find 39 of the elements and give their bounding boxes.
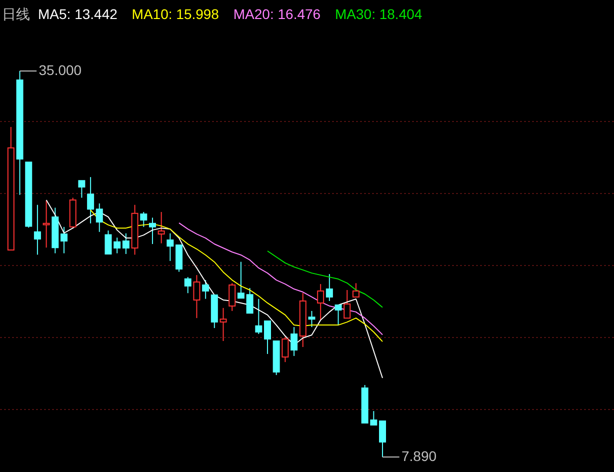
candlestick bbox=[87, 176, 94, 224]
text: 7.890 bbox=[402, 448, 437, 464]
candlestick bbox=[264, 320, 271, 354]
text: MA10: 15.998 bbox=[132, 6, 220, 22]
candlestick bbox=[60, 226, 68, 254]
candlestick bbox=[246, 288, 254, 314]
candlestick bbox=[140, 211, 148, 228]
candlestick bbox=[158, 211, 165, 244]
text: MA30: 18.404 bbox=[335, 6, 422, 22]
candlestick bbox=[326, 274, 333, 302]
candlestick bbox=[114, 237, 121, 254]
text: MA20: 16.476 bbox=[233, 6, 321, 22]
candlestick bbox=[352, 282, 360, 298]
candlestick bbox=[290, 326, 298, 356]
candlestick bbox=[34, 204, 41, 256]
candlestick bbox=[344, 290, 351, 319]
candlestick bbox=[220, 307, 227, 342]
candlestick bbox=[228, 282, 236, 312]
candlestick bbox=[202, 280, 210, 300]
candlestick bbox=[96, 202, 103, 232]
candlestick bbox=[148, 217, 156, 245]
candlestick bbox=[122, 232, 130, 254]
candlestick bbox=[166, 232, 174, 262]
candlestick bbox=[255, 298, 262, 335]
candlestick bbox=[193, 274, 200, 319]
annotation: 35.000 bbox=[38, 62, 82, 78]
candlestick bbox=[237, 261, 244, 299]
candlestick bbox=[184, 276, 192, 294]
candlestick bbox=[317, 284, 324, 321]
candlestick bbox=[308, 310, 316, 328]
candlestick bbox=[104, 230, 112, 254]
candlestick bbox=[334, 304, 342, 326]
chart-title: 日线 bbox=[2, 6, 30, 22]
candlestick bbox=[379, 420, 386, 458]
candlestick bbox=[282, 336, 289, 363]
candlestick bbox=[176, 244, 183, 272]
candlestick bbox=[42, 200, 50, 248]
text: MA5: 13.442 bbox=[38, 6, 118, 22]
candlestick bbox=[78, 180, 86, 198]
